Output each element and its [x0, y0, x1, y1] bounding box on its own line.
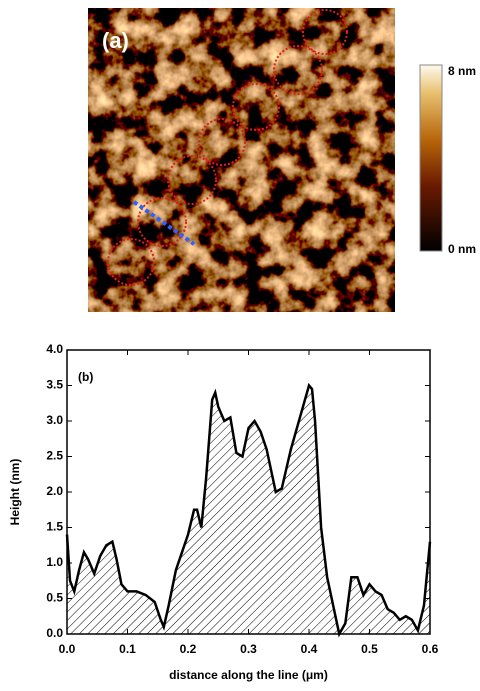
- x-tick-label: 0.6: [422, 642, 439, 656]
- colorbar-label: 0 nm: [448, 242, 476, 256]
- y-tick-label: 0.0: [46, 626, 63, 640]
- y-tick-label: 1.5: [46, 520, 63, 534]
- x-tick-label: 0.5: [361, 642, 378, 656]
- y-tick-label: 2.0: [46, 484, 63, 498]
- x-tick-label: 0.4: [301, 642, 318, 656]
- afm-image: [88, 8, 395, 312]
- colorbar-label: 8 nm: [448, 64, 476, 78]
- profile-line: [65, 382, 432, 638]
- y-tick-label: 1.0: [46, 555, 63, 569]
- x-tick-label: 0.1: [119, 642, 136, 656]
- y-axis-label: Height (nm): [8, 459, 22, 526]
- area-fill: [67, 385, 430, 634]
- colorbar: [419, 64, 443, 252]
- panel-label: (b): [78, 370, 93, 384]
- panel-label: (a): [102, 28, 129, 53]
- y-tick-label: 0.5: [46, 591, 63, 605]
- y-tick-label: 2.5: [46, 449, 63, 463]
- y-tick-label: 3.0: [46, 413, 63, 427]
- x-tick-label: 0.0: [59, 642, 76, 656]
- y-tick-label: 4.0: [46, 342, 63, 356]
- y-tick-label: 3.5: [46, 378, 63, 392]
- x-tick-label: 0.3: [240, 642, 257, 656]
- x-tick-label: 0.2: [180, 642, 197, 656]
- x-axis-label: distance along the line (μm): [169, 668, 328, 682]
